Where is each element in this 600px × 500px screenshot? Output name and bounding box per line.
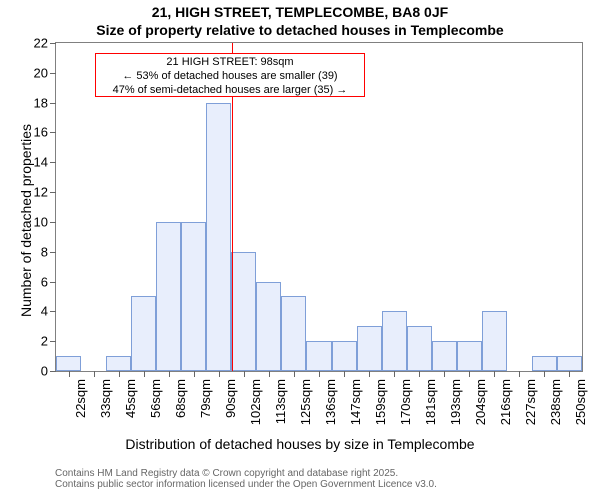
x-tick-label: 250sqm — [573, 379, 588, 425]
chart-title-line2: Size of property relative to detached ho… — [0, 22, 600, 38]
y-tick — [50, 162, 56, 163]
y-tick-label: 22 — [34, 36, 48, 51]
y-tick-label: 20 — [34, 65, 48, 80]
y-tick — [50, 252, 56, 253]
x-tick — [494, 371, 495, 377]
histogram-bar — [382, 311, 407, 371]
histogram-bar — [131, 296, 156, 371]
histogram-bar — [332, 341, 357, 371]
y-tick — [50, 311, 56, 312]
histogram-bar — [231, 252, 256, 371]
histogram-bar — [156, 222, 181, 371]
x-tick-label: 56sqm — [148, 379, 163, 418]
x-tick — [419, 371, 420, 377]
x-tick — [569, 371, 570, 377]
x-tick — [144, 371, 145, 377]
y-tick-label: 12 — [34, 185, 48, 200]
histogram-bar — [557, 356, 582, 371]
histogram-bar — [407, 326, 432, 371]
x-tick-label: 193sqm — [448, 379, 463, 425]
y-tick-label: 6 — [41, 274, 48, 289]
callout-line3: 47% of semi-detached houses are larger (… — [100, 84, 360, 98]
y-tick-label: 8 — [41, 244, 48, 259]
x-tick-label: 159sqm — [373, 379, 388, 425]
x-tick-label: 216sqm — [498, 379, 513, 425]
footer-line1: Contains HM Land Registry data © Crown c… — [55, 468, 590, 479]
y-tick — [50, 371, 56, 372]
attribution-footer: Contains HM Land Registry data © Crown c… — [55, 468, 590, 490]
x-tick-label: 147sqm — [348, 379, 363, 425]
histogram-bar — [306, 341, 331, 371]
histogram-bar — [482, 311, 507, 371]
y-tick — [50, 192, 56, 193]
x-tick — [294, 371, 295, 377]
histogram-bar — [56, 356, 81, 371]
y-tick-label: 16 — [34, 125, 48, 140]
x-tick — [219, 371, 220, 377]
x-tick — [469, 371, 470, 377]
histogram-bar — [181, 222, 206, 371]
x-tick — [444, 371, 445, 377]
x-tick-label: 45sqm — [123, 379, 138, 418]
histogram-bar — [281, 296, 306, 371]
y-tick — [50, 222, 56, 223]
x-tick-label: 227sqm — [523, 379, 538, 425]
x-tick — [194, 371, 195, 377]
x-tick — [119, 371, 120, 377]
y-tick-label: 4 — [41, 304, 48, 319]
x-tick — [344, 371, 345, 377]
x-axis-label: Distribution of detached houses by size … — [0, 436, 600, 452]
y-tick-label: 14 — [34, 155, 48, 170]
y-tick-label: 18 — [34, 95, 48, 110]
y-tick — [50, 282, 56, 283]
x-tick-label: 22sqm — [73, 379, 88, 418]
x-tick-label: 125sqm — [298, 379, 313, 425]
marker-callout: 21 HIGH STREET: 98sqm ← 53% of detached … — [95, 53, 365, 97]
x-tick — [269, 371, 270, 377]
y-tick — [50, 73, 56, 74]
histogram-bar — [206, 103, 231, 371]
x-tick — [519, 371, 520, 377]
y-tick — [50, 103, 56, 104]
x-tick-label: 136sqm — [323, 379, 338, 425]
y-tick — [50, 341, 56, 342]
x-tick — [94, 371, 95, 377]
callout-line1: 21 HIGH STREET: 98sqm — [100, 56, 360, 70]
x-tick — [394, 371, 395, 377]
histogram-bar — [357, 326, 382, 371]
x-tick-label: 238sqm — [548, 379, 563, 425]
x-tick — [169, 371, 170, 377]
footer-line2: Contains public sector information licen… — [55, 479, 590, 490]
x-tick-label: 204sqm — [473, 379, 488, 425]
x-tick-label: 181sqm — [423, 379, 438, 425]
y-tick-label: 10 — [34, 214, 48, 229]
x-tick — [244, 371, 245, 377]
chart-title-line1: 21, HIGH STREET, TEMPLECOMBE, BA8 0JF — [0, 4, 600, 20]
x-tick — [319, 371, 320, 377]
histogram-bar — [106, 356, 131, 371]
y-tick — [50, 43, 56, 44]
histogram-bar — [256, 282, 281, 371]
y-tick-label: 2 — [41, 334, 48, 349]
histogram-bar — [432, 341, 457, 371]
x-tick — [544, 371, 545, 377]
y-tick — [50, 132, 56, 133]
histogram-bar — [457, 341, 482, 371]
callout-line2: ← 53% of detached houses are smaller (39… — [100, 70, 360, 84]
chart-root: 21, HIGH STREET, TEMPLECOMBE, BA8 0JF Si… — [0, 0, 600, 500]
histogram-bar — [532, 356, 557, 371]
x-tick-label: 79sqm — [198, 379, 213, 418]
x-tick-label: 113sqm — [273, 379, 288, 424]
x-tick-label: 102sqm — [248, 379, 263, 425]
y-axis-label: Number of detached properties — [18, 124, 34, 317]
y-tick-label: 0 — [41, 364, 48, 379]
x-tick — [369, 371, 370, 377]
x-tick — [69, 371, 70, 377]
x-tick-label: 33sqm — [98, 379, 113, 418]
x-tick-label: 170sqm — [398, 379, 413, 425]
x-tick-label: 90sqm — [223, 379, 238, 418]
x-tick-label: 68sqm — [173, 379, 188, 418]
